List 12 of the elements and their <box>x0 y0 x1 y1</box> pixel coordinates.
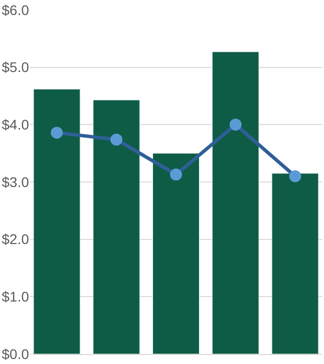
bar <box>92 100 140 354</box>
y-tick-label: $6.0 <box>2 2 30 18</box>
y-tick-label: $4.0 <box>2 116 30 133</box>
bar <box>212 52 260 354</box>
bar <box>152 153 200 354</box>
y-tick-label: $1.0 <box>2 288 30 305</box>
bar <box>33 88 80 354</box>
y-tick-label: $5.0 <box>2 59 30 76</box>
y-tick-label: $0.0 <box>2 346 30 362</box>
bar <box>272 173 319 354</box>
y-tick-label: $2.0 <box>2 231 30 248</box>
y-tick-label: $3.0 <box>2 174 30 190</box>
